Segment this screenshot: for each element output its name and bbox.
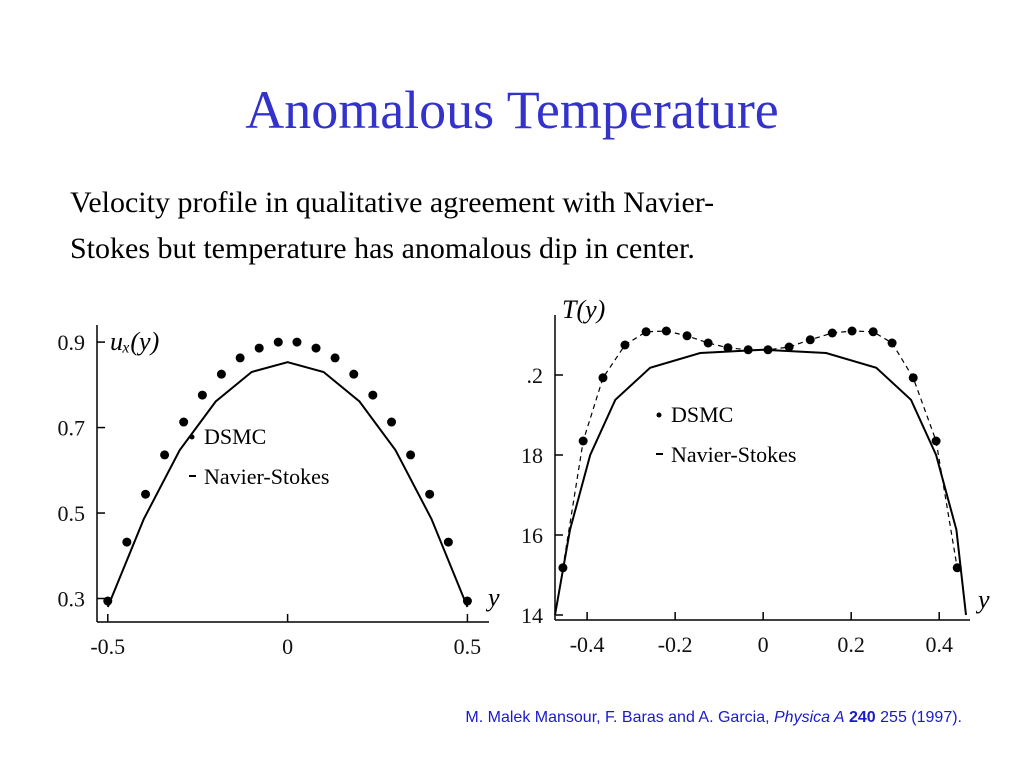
data-point bbox=[349, 369, 359, 379]
x-tick-label: 0.5 bbox=[454, 634, 482, 659]
citation: M. Malek Mansour, F. Baras and A. Garcia… bbox=[465, 709, 962, 726]
y-tick-label: 0.9 bbox=[58, 330, 86, 355]
data-point bbox=[425, 489, 435, 499]
data-point bbox=[406, 450, 416, 460]
y-tick-label: .2 bbox=[527, 363, 544, 388]
data-point bbox=[179, 417, 189, 427]
citation-journal: Physica A bbox=[774, 709, 845, 726]
y-tick-label: 18 bbox=[521, 443, 543, 468]
data-point bbox=[661, 326, 671, 336]
y-tick-label: 0.5 bbox=[58, 501, 86, 526]
x-tick-label: 0.4 bbox=[925, 632, 953, 657]
body-line: Stokes but temperature has anomalous dip… bbox=[70, 232, 695, 265]
data-point bbox=[273, 337, 283, 347]
data-point bbox=[784, 342, 794, 352]
ns-curve bbox=[554, 348, 967, 616]
legend-marker bbox=[656, 412, 662, 418]
legend-label: DSMC bbox=[671, 402, 733, 427]
citation-volume: 240 bbox=[849, 709, 876, 726]
x-axis-label: y bbox=[485, 583, 500, 612]
data-point bbox=[723, 343, 733, 353]
y-tick-label: 16 bbox=[521, 523, 543, 548]
y-tick-label: 14 bbox=[521, 603, 543, 628]
legend-label: Navier-Stokes bbox=[204, 464, 329, 489]
x-tick-label: -0.5 bbox=[90, 634, 125, 659]
data-point bbox=[122, 537, 132, 547]
x-tick-label: 0 bbox=[758, 632, 769, 657]
y-tick-label: 0.3 bbox=[58, 586, 86, 611]
legend-label: DSMC bbox=[204, 424, 266, 449]
data-point bbox=[598, 373, 608, 383]
data-point bbox=[908, 373, 918, 383]
data-point bbox=[620, 340, 630, 350]
data-point bbox=[827, 328, 837, 338]
slide-title: Anomalous Temperature bbox=[245, 80, 779, 140]
data-point bbox=[368, 390, 378, 400]
data-point bbox=[330, 353, 340, 363]
x-tick-label: -0.4 bbox=[570, 632, 605, 657]
data-point bbox=[578, 436, 588, 446]
data-point bbox=[443, 537, 453, 547]
y-tick-label: 0.7 bbox=[58, 416, 86, 441]
data-point bbox=[703, 338, 713, 348]
x-tick-label: 0 bbox=[282, 634, 293, 659]
citation-rest: 255 (1997). bbox=[880, 709, 962, 726]
data-point bbox=[387, 417, 397, 427]
data-point bbox=[160, 450, 170, 460]
x-tick-label: -0.2 bbox=[658, 632, 693, 657]
data-point bbox=[197, 390, 207, 400]
data-point bbox=[887, 338, 897, 348]
y-axis-label: uₓ(y) bbox=[110, 327, 159, 356]
data-point bbox=[254, 343, 264, 353]
data-point bbox=[216, 369, 226, 379]
citation-authors: M. Malek Mansour, F. Baras and A. Garcia… bbox=[465, 709, 769, 726]
data-point bbox=[682, 331, 692, 341]
legend-label: Navier-Stokes bbox=[671, 442, 796, 467]
data-point bbox=[641, 327, 651, 337]
data-point bbox=[868, 327, 878, 337]
data-point bbox=[141, 489, 151, 499]
data-point bbox=[931, 436, 941, 446]
data-point bbox=[805, 335, 815, 345]
x-tick-label: 0.2 bbox=[837, 632, 865, 657]
ns-curve bbox=[106, 361, 469, 608]
x-axis-label: y bbox=[975, 585, 990, 614]
body-line: Velocity profile in qualitative agreemen… bbox=[70, 186, 714, 219]
data-point bbox=[847, 326, 857, 336]
data-point bbox=[292, 337, 302, 347]
data-point bbox=[235, 353, 245, 363]
data-point bbox=[311, 343, 321, 353]
y-axis-label: T(y) bbox=[562, 295, 605, 324]
